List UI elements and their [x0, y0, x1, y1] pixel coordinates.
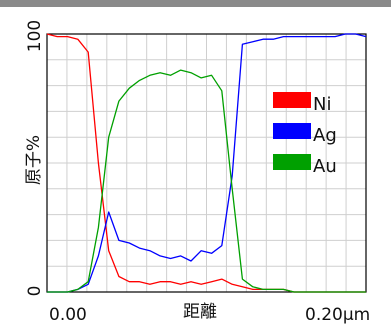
series-layer	[46, 33, 367, 293]
x-tick-label-right: 0.20μm	[305, 305, 370, 325]
series-line-ag	[47, 33, 367, 293]
x-tick-label-left: 0.00	[49, 305, 87, 325]
plot-area	[46, 33, 367, 293]
legend-swatch-au	[273, 154, 311, 170]
legend-label-au: Au	[313, 156, 337, 177]
legend-label-ag: Ag	[313, 125, 337, 146]
series-line-au	[47, 69, 366, 293]
top-border-strip	[0, 0, 391, 7]
grid-lines	[47, 34, 366, 292]
legend-swatch-ni	[273, 92, 311, 108]
y-axis-label: 原子%	[24, 135, 44, 185]
x-axis-label: 距離	[183, 302, 217, 322]
y-tick-label-top: 100	[25, 20, 45, 52]
y-tick-label-bottom: 0	[25, 286, 45, 297]
legend-swatch-ag	[273, 123, 311, 139]
legend-label-ni: Ni	[313, 94, 331, 115]
legend: Ni Ag Au	[273, 92, 337, 177]
